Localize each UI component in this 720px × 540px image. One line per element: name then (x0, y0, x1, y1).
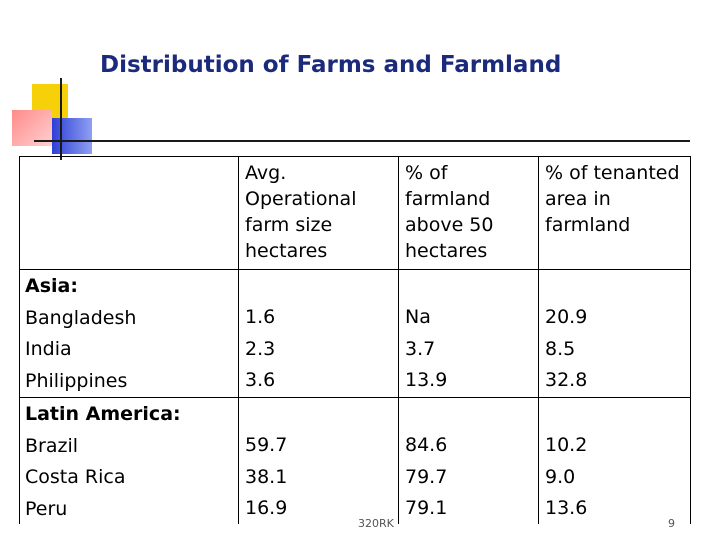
table-border-top (19, 156, 691, 157)
footer-label: 320RK (358, 517, 394, 530)
logo-vertical-line (60, 78, 62, 160)
title-divider-line (34, 140, 690, 142)
latam-pct-tenanted: 10.2 9.0 13.6 (545, 434, 588, 519)
table-col-divider-2 (398, 156, 399, 524)
header-avg-farm-size: Avg. Operational farm size hectares (245, 162, 357, 262)
table-col-divider-3 (538, 156, 539, 524)
slide-title: Distribution of Farms and Farmland (100, 52, 562, 78)
table-border-left (19, 156, 20, 524)
latam-avg-size: 59.7 38.1 16.9 (245, 434, 288, 519)
group-latin-america-labels: Latin America: Brazil Costa Rica Peru (25, 403, 181, 520)
group-asia-labels: Asia: Bangladesh India Philippines (25, 275, 137, 392)
latam-pct-above-50: 84.6 79.7 79.1 (405, 434, 448, 519)
table-border-right (690, 156, 691, 524)
asia-avg-size: 1.6 2.3 3.6 (245, 306, 276, 391)
asia-pct-above-50: Na 3.7 13.9 (405, 306, 448, 391)
asia-pct-tenanted: 20.9 8.5 32.8 (545, 306, 588, 391)
header-pct-above-50: % of farmland above 50 hectares (405, 162, 494, 262)
page-number: 9 (668, 517, 675, 530)
table-header-divider (19, 269, 691, 270)
header-pct-tenanted: % of tenanted area in farmland (545, 162, 680, 236)
table-group-divider (19, 397, 691, 398)
table-col-divider-1 (238, 156, 239, 524)
logo-blue-square (52, 118, 92, 154)
